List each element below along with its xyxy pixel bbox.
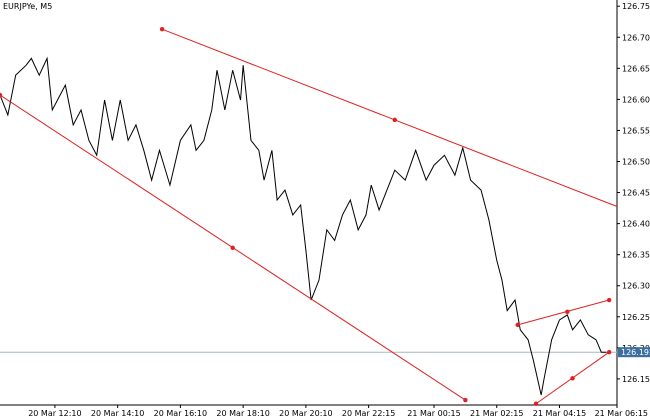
x-tick-label: 21 Mar 04:15 xyxy=(533,409,586,418)
x-tick-label: 20 Mar 22:15 xyxy=(342,409,395,418)
trendline-anchor xyxy=(463,397,468,403)
y-tick-label: 126.350 xyxy=(622,251,650,260)
x-tick-label: 21 Mar 00:15 xyxy=(407,409,460,418)
y-tick-label: 126.450 xyxy=(622,189,650,198)
y-tick-label: 126.250 xyxy=(622,313,650,322)
y-tick-label: 126.750 xyxy=(622,2,650,11)
trendline-anchor xyxy=(159,26,165,32)
trendline-anchor xyxy=(533,401,539,406)
y-tick-label: 126.650 xyxy=(622,64,650,73)
trendline-anchor xyxy=(515,322,520,328)
y-tick-label: 126.150 xyxy=(622,375,650,384)
last-price-label: 126.193 xyxy=(621,348,650,357)
y-tick-label: 126.600 xyxy=(622,95,650,104)
trendline xyxy=(517,299,610,326)
trendline-anchor xyxy=(392,117,397,123)
x-tick-label: 20 Mar 20:10 xyxy=(279,409,332,418)
trendline-anchor xyxy=(606,350,612,355)
x-tick-label: 20 Mar 18:10 xyxy=(216,409,269,418)
chart-title: EURJPYe, M5 xyxy=(3,2,52,11)
last-price-box xyxy=(618,347,650,358)
y-tick-label: 126.500 xyxy=(622,158,650,167)
y-tick-label: 126.300 xyxy=(622,282,650,291)
price-line xyxy=(0,56,607,396)
trendline-anchor xyxy=(230,245,235,251)
y-tick-label: 126.550 xyxy=(622,126,650,135)
x-tick-label: 20 Mar 16:10 xyxy=(154,409,207,418)
trendline-anchor xyxy=(0,92,3,98)
x-tick-label: 21 Mar 06:15 xyxy=(595,409,648,418)
x-tick-label: 21 Mar 02:15 xyxy=(470,409,523,418)
x-tick-label: 20 Mar 14:10 xyxy=(91,409,144,418)
trendline-anchor xyxy=(565,309,570,315)
trendline-anchor xyxy=(570,376,575,381)
y-tick-label: 126.400 xyxy=(622,220,650,229)
trendline xyxy=(161,28,618,207)
y-tick-label: 126.700 xyxy=(622,33,650,42)
trendline-anchor xyxy=(606,297,612,303)
x-tick-label: 20 Mar 12:10 xyxy=(28,409,81,418)
